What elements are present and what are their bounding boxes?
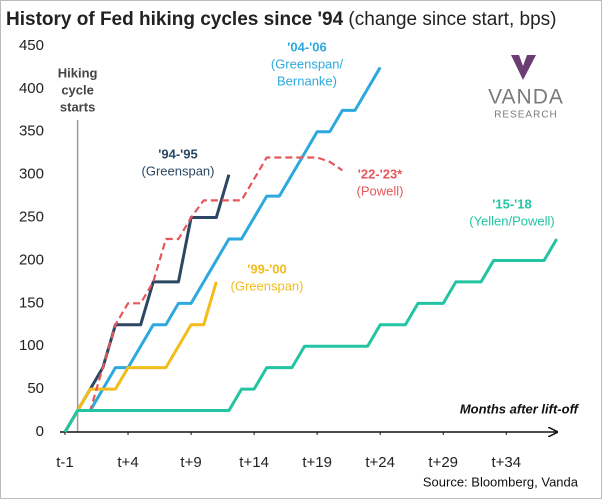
y-tick-label: 200 <box>19 251 44 268</box>
logo-subtext: RESEARCH <box>494 110 558 121</box>
x-tick-label: t+34 <box>491 454 521 471</box>
series-label: (Yellen/Powell) <box>469 213 555 228</box>
x-axis-label: Months after lift-off <box>460 401 580 416</box>
x-tick-label: t+4 <box>117 454 138 471</box>
series-label: (Greenspan/ <box>271 56 344 71</box>
y-tick-label: 450 <box>19 37 44 54</box>
y-tick-label: 300 <box>19 166 44 183</box>
annotation: Hiking <box>58 65 98 80</box>
subtitle: (change since start, bps) <box>348 9 556 30</box>
x-tick-label: t+14 <box>239 454 269 471</box>
series-label: (Greenspan) <box>231 278 304 293</box>
logo-text: VANDA <box>488 86 564 109</box>
annotation: starts <box>60 99 95 114</box>
y-tick-label: 400 <box>19 80 44 97</box>
x-tick-label: t+19 <box>302 454 332 471</box>
title: History of Fed hiking cycles since '94 <box>6 9 344 30</box>
annotation: cycle <box>61 82 94 97</box>
source: Source: Bloomberg, Vanda <box>423 474 579 489</box>
series-name: '15-'18 <box>492 196 531 211</box>
series-name: '94-'95 <box>158 146 197 161</box>
x-tick-label: t-1 <box>56 454 74 471</box>
x-tick-label: t+29 <box>428 454 458 471</box>
y-tick-label: 50 <box>27 380 44 397</box>
series-name: '04-'06 <box>287 39 326 54</box>
series-line <box>63 281 218 433</box>
logo-mark <box>511 55 536 80</box>
y-tick-label: 0 <box>36 423 44 440</box>
series-line <box>63 174 231 433</box>
series-name: '99-'00 <box>247 261 286 276</box>
chart-title: History of Fed hiking cycles since '94 (… <box>6 9 556 30</box>
y-tick-label: 250 <box>19 209 44 226</box>
series-label: (Powell) <box>357 183 404 198</box>
y-tick-label: 350 <box>19 123 44 140</box>
series-label: (Greenspan) <box>142 163 215 178</box>
y-tick-label: 150 <box>19 294 44 311</box>
series-line <box>77 156 343 412</box>
x-tick-label: t+24 <box>365 454 395 471</box>
x-tick-label: t+9 <box>180 454 201 471</box>
series-line <box>63 66 382 433</box>
series-label: Bernanke) <box>277 73 337 88</box>
series-name: '22-'23* <box>358 166 403 181</box>
series-line <box>63 238 558 433</box>
y-tick-label: 100 <box>19 337 44 354</box>
